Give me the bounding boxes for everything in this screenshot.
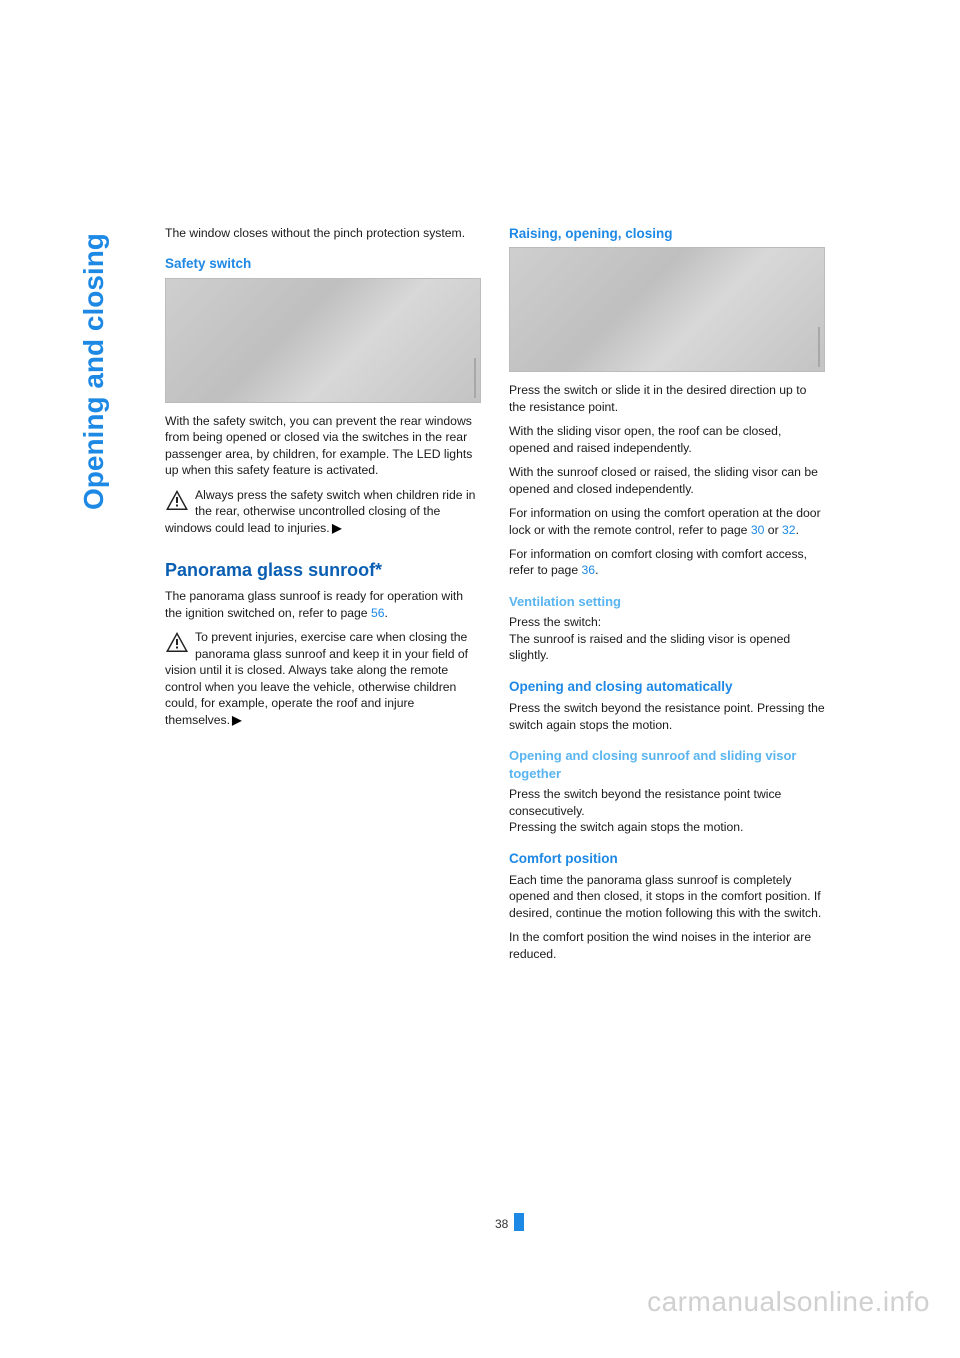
page-link-36[interactable]: 36 — [582, 563, 596, 577]
warning-icon — [165, 631, 189, 653]
end-mark-icon: ◀ — [232, 712, 241, 728]
roc-p3: With the sunroof closed or raised, the s… — [509, 464, 825, 497]
page-number-block: 38 — [495, 1213, 524, 1231]
warning-panorama: To prevent injuries, exercise care when … — [165, 629, 481, 728]
roc-p4: For information on using the comfort ope… — [509, 505, 825, 538]
figure-safety-switch — [165, 278, 481, 403]
intro-paragraph: The window closes without the pinch prot… — [165, 225, 481, 241]
warning-safety: Always press the safety switch when chil… — [165, 487, 481, 536]
text-fragment: or — [764, 523, 782, 537]
heading-panorama: Panorama glass sunroof* — [165, 558, 481, 582]
text-fragment: The panorama glass sunroof is ready for … — [165, 589, 463, 619]
page-link-32[interactable]: 32 — [782, 523, 796, 537]
roc-p2: With the sliding visor open, the roof ca… — [509, 423, 825, 456]
roc-p1: Press the switch or slide it in the desi… — [509, 382, 825, 415]
together-p2: Pressing the switch again stops the moti… — [509, 819, 825, 835]
warning-text: To prevent injuries, exercise care when … — [165, 630, 468, 726]
figure-sunroof-switch — [509, 247, 825, 372]
heading-together: Opening and closing sunroof and sliding … — [509, 747, 825, 782]
warning-icon — [165, 489, 189, 511]
comfort-p1: Each time the panorama glass sunroof is … — [509, 872, 825, 921]
page-content: The window closes without the pinch prot… — [165, 225, 825, 970]
page-number: 38 — [495, 1217, 508, 1231]
heading-ventilation: Ventilation setting — [509, 593, 825, 611]
roc-p5: For information on comfort closing with … — [509, 546, 825, 579]
end-mark-icon: ◀ — [332, 520, 341, 536]
text-fragment: . — [595, 563, 598, 577]
vent-p1: Press the switch: — [509, 614, 825, 630]
watermark: carmanualsonline.info — [647, 1286, 930, 1318]
warning-text: Always press the safety switch when chil… — [165, 488, 475, 535]
auto-p1: Press the switch beyond the resistance p… — [509, 700, 825, 733]
right-column: Raising, opening, closing Press the swit… — [509, 225, 825, 970]
text-fragment: For information on comfort closing with … — [509, 547, 807, 577]
text-fragment: . — [385, 606, 388, 620]
safety-paragraph: With the safety switch, you can prevent … — [165, 413, 481, 479]
left-column: The window closes without the pinch prot… — [165, 225, 481, 970]
panorama-paragraph: The panorama glass sunroof is ready for … — [165, 588, 481, 621]
page-link-56[interactable]: 56 — [371, 606, 385, 620]
page-tick-icon — [514, 1213, 524, 1231]
page-link-30[interactable]: 30 — [751, 523, 765, 537]
text-fragment: . — [796, 523, 799, 537]
section-tab: Opening and closing — [78, 233, 110, 510]
together-p1: Press the switch beyond the resistance p… — [509, 786, 825, 819]
heading-auto: Opening and closing automatically — [509, 678, 825, 696]
vent-p2: The sunroof is raised and the sliding vi… — [509, 631, 825, 664]
heading-raising: Raising, opening, closing — [509, 225, 825, 243]
heading-comfort: Comfort position — [509, 850, 825, 868]
comfort-p2: In the comfort position the wind noises … — [509, 929, 825, 962]
heading-safety-switch: Safety switch — [165, 255, 481, 273]
